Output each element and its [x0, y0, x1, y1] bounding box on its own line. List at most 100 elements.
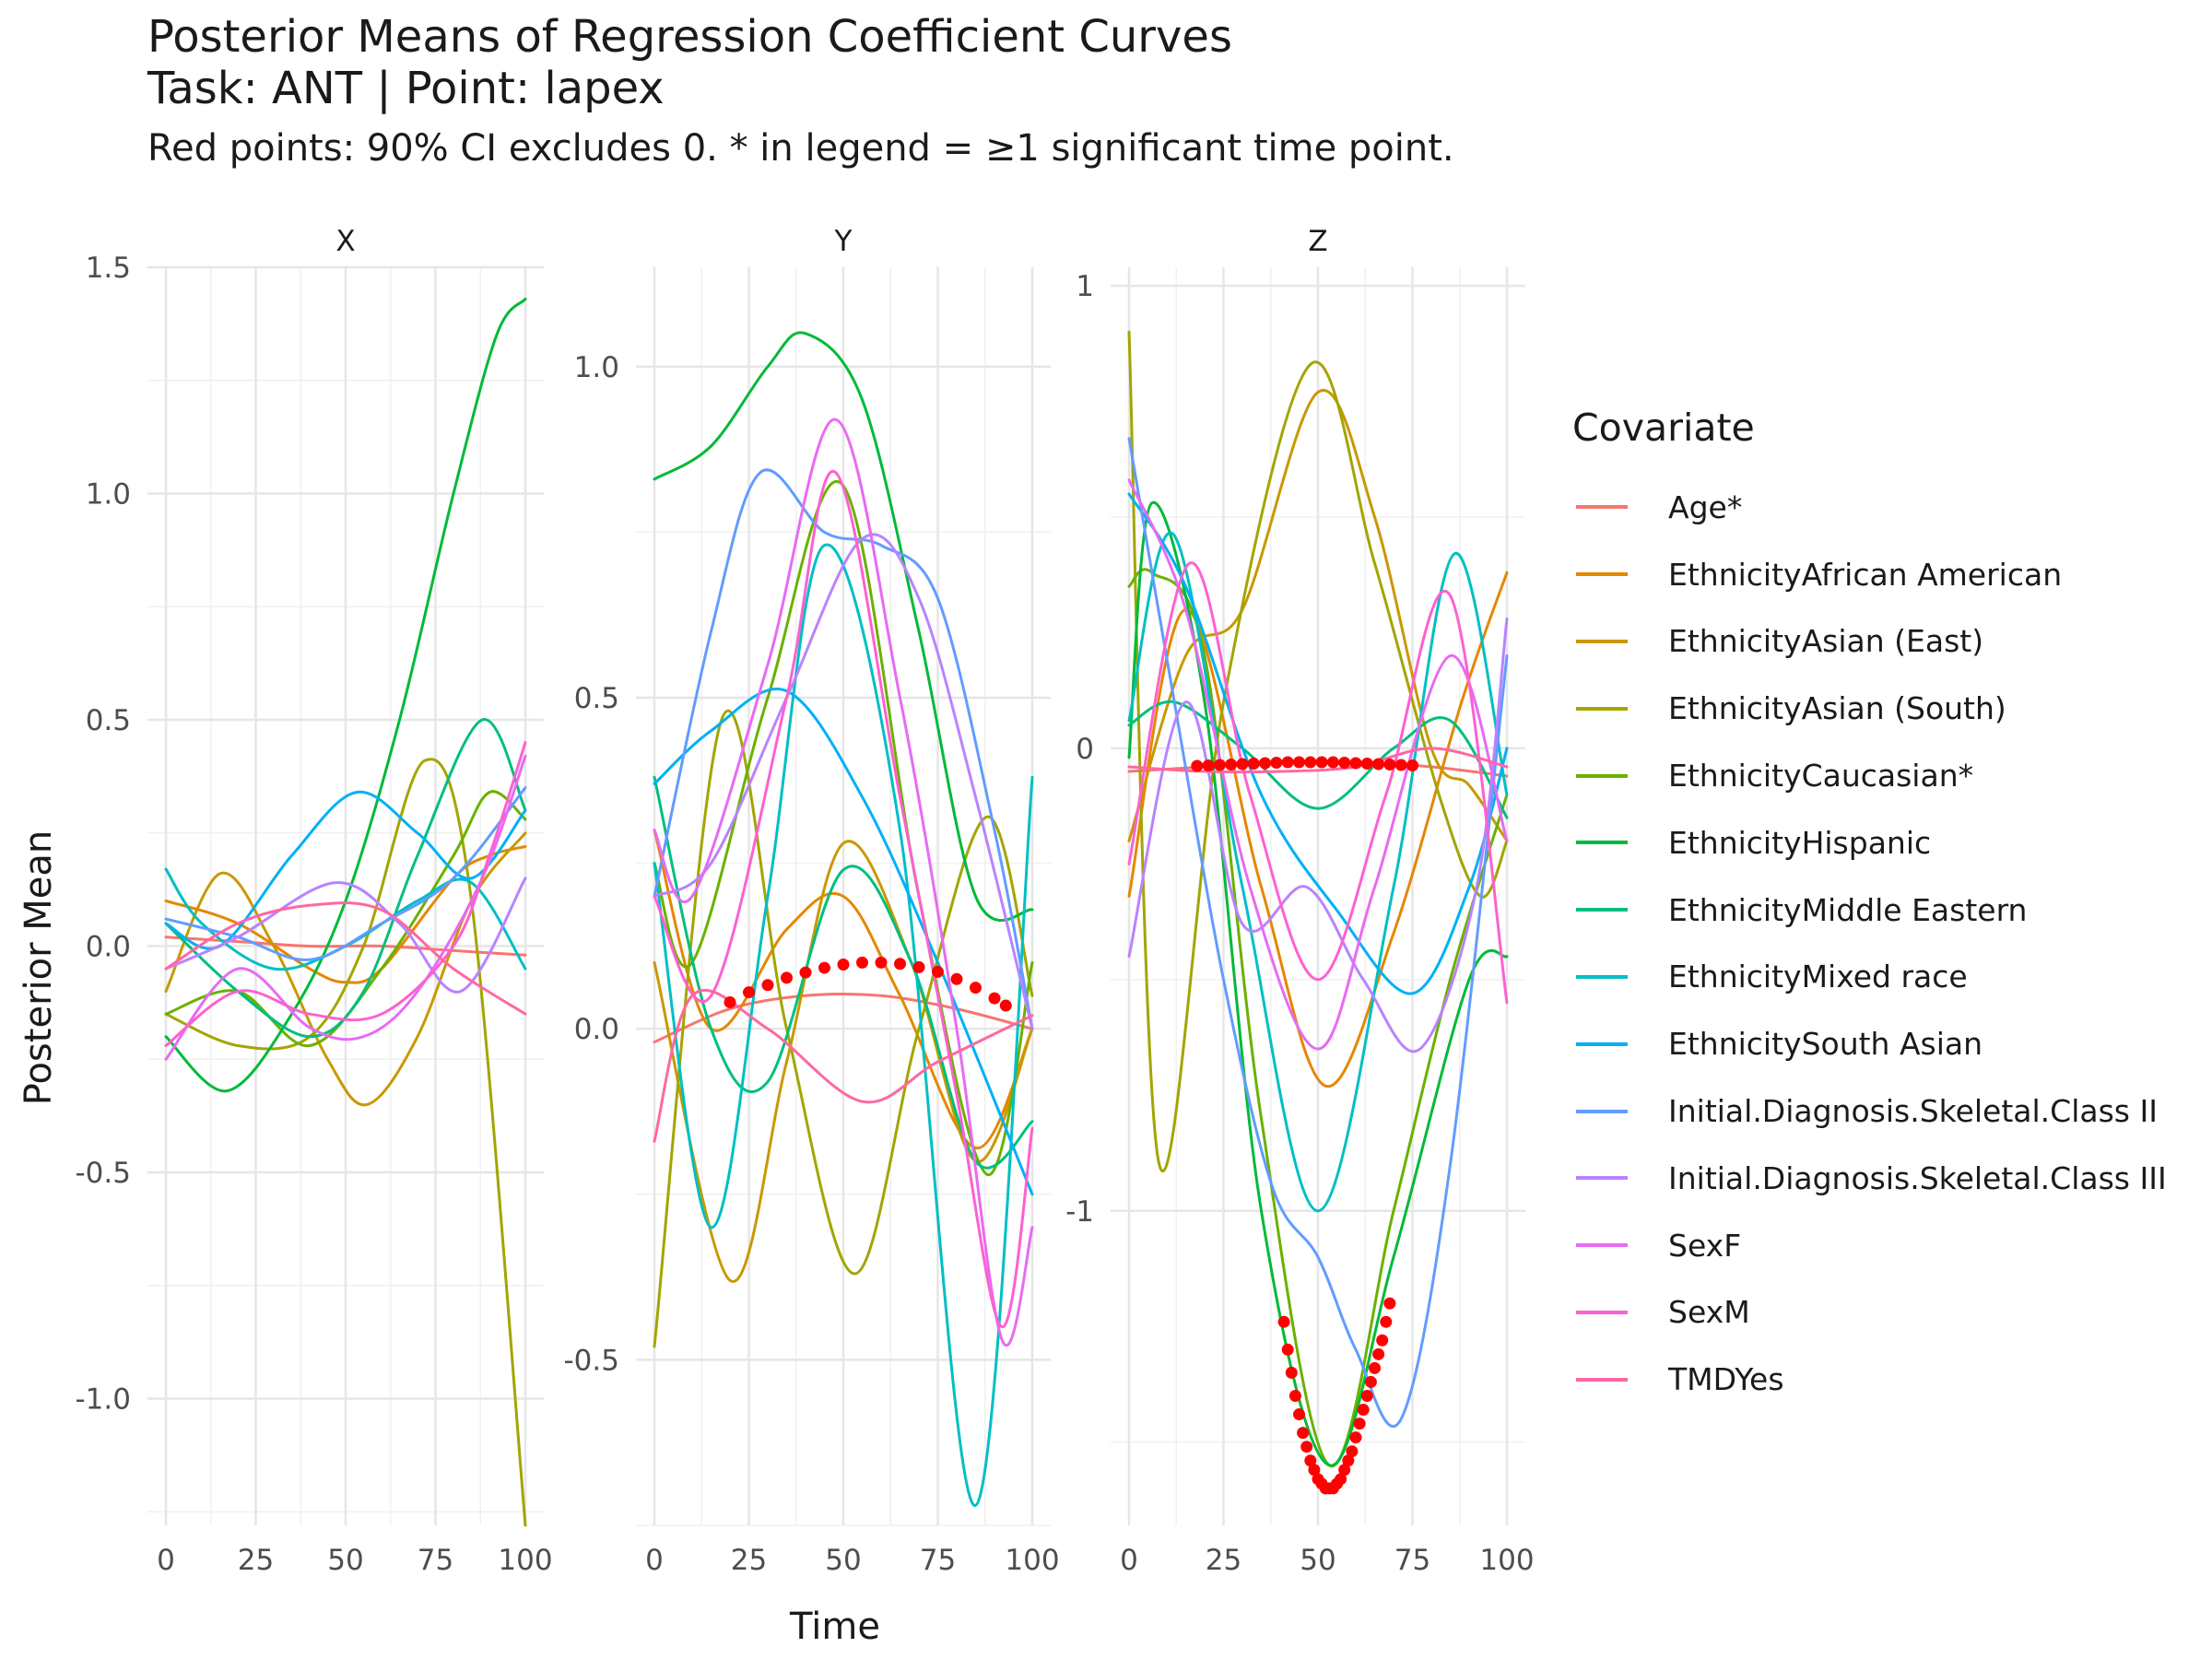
legend-item: EthnicityMixed race — [1572, 944, 2167, 1011]
x-axis-title: Time — [789, 1606, 880, 1648]
series-line — [653, 418, 1034, 1347]
series-line — [1127, 531, 1509, 1213]
series-line — [653, 988, 1034, 1143]
chart-subtitle: Red points: 90% CI excludes 0. * in lege… — [147, 127, 1454, 170]
chart-title: Posterior Means of Regression Coefficien… — [147, 11, 1232, 63]
significant-point — [1357, 1404, 1370, 1417]
y-tick-label: -1.0 — [76, 1383, 132, 1417]
significant-point — [1326, 756, 1339, 769]
x-tick-label: 75 — [1394, 1544, 1430, 1577]
x-tick-label: 100 — [1005, 1544, 1059, 1577]
significant-point — [1288, 1389, 1301, 1402]
legend-item: EthnicityHispanic — [1572, 809, 2167, 877]
series-line — [653, 331, 1034, 922]
y-tick-label: 0.0 — [86, 931, 131, 964]
legend-item: Initial.Diagnosis.Skeletal.Class II — [1572, 1077, 2167, 1145]
legend-key-line — [1576, 1310, 1628, 1314]
significant-point — [894, 958, 906, 971]
significant-point — [1394, 759, 1407, 771]
significant-point — [761, 979, 774, 992]
x-tick-label: 0 — [157, 1544, 175, 1577]
significant-point — [1360, 1389, 1373, 1402]
legend-label: EthnicityHispanic — [1668, 824, 1932, 861]
series-line — [653, 993, 1034, 1044]
series-line — [1127, 388, 1509, 842]
series-line — [164, 741, 527, 1047]
legend-items: Age* EthnicityAfrican American EthnicityAs… — [1572, 474, 2167, 1413]
significant-point — [1304, 756, 1317, 769]
legend-title: Covariate — [1572, 406, 1755, 450]
significant-point — [1376, 1334, 1389, 1347]
significant-point — [1349, 1431, 1362, 1444]
y-tick-label: 1 — [1076, 270, 1094, 303]
legend-label: Age* — [1668, 488, 1743, 525]
panel-z: Z 0 25 50 75 100 1 0 -1 — [1065, 225, 1535, 1577]
x-tick-label: 0 — [645, 1544, 664, 1577]
y-tick-label: 0 — [1076, 733, 1094, 766]
significant-point — [1191, 759, 1204, 772]
significant-point — [1335, 1473, 1347, 1486]
significant-point — [1342, 1454, 1355, 1467]
significant-point — [799, 966, 812, 979]
legend-key-line — [1576, 908, 1628, 912]
x-tick-label: 50 — [327, 1544, 363, 1577]
significant-point — [856, 956, 868, 969]
series-line — [1127, 492, 1509, 995]
y-tick-label: -0.5 — [564, 1344, 620, 1377]
significant-point — [1236, 758, 1249, 771]
legend-label: EthnicityCaucasian* — [1668, 758, 1974, 794]
panel-strip-label: X — [335, 225, 355, 258]
series-line — [164, 877, 527, 994]
legend-label: EthnicityMiddle Eastern — [1668, 891, 2028, 928]
title-block: Posterior Means of Regression Coefficien… — [147, 11, 1454, 170]
y-tick-label: 0.5 — [86, 704, 131, 737]
panel-strip-label: Y — [834, 225, 853, 258]
x-tick-label: 100 — [1479, 1544, 1534, 1577]
series-line — [653, 468, 1034, 1030]
panel-x: X 0 25 50 75 100 1.5 1.0 0.5 0.0 -0.5 -1.0 — [76, 225, 553, 1577]
x-tick-label: 75 — [920, 1544, 956, 1577]
x-tick-label: 50 — [825, 1544, 861, 1577]
significant-point — [875, 956, 888, 969]
significant-point — [1293, 756, 1305, 769]
series-line — [1127, 437, 1509, 1429]
panel-y: Y 0 25 50 75 100 1.0 0.5 0.0 -0.5 — [564, 225, 1060, 1577]
significant-points — [724, 956, 1012, 1012]
series-line — [1127, 617, 1509, 1053]
y-tick-label: 1.5 — [86, 252, 131, 285]
legend-label: EthnicityMixed race — [1668, 959, 1968, 995]
legend-item: EthnicitySouth Asian — [1572, 1010, 2167, 1077]
significant-point — [818, 961, 830, 974]
y-tick-label: 0.5 — [574, 682, 619, 715]
legend-key-line — [1576, 1041, 1628, 1046]
significant-point — [950, 972, 963, 985]
legend-item: Age* — [1572, 474, 2167, 541]
significant-point — [1338, 1464, 1351, 1477]
legend-key-line — [1576, 1176, 1628, 1181]
series-lines — [653, 331, 1034, 1507]
significant-point — [1349, 757, 1362, 770]
significant-point — [1213, 759, 1226, 771]
significant-point — [1353, 1418, 1366, 1430]
legend-item: EthnicityCaucasian* — [1572, 742, 2167, 809]
significant-point — [1315, 756, 1328, 769]
legend-label: EthnicitySouth Asian — [1668, 1026, 1983, 1063]
significant-point — [1360, 757, 1373, 770]
x-tick-label: 100 — [498, 1544, 552, 1577]
legend-label: SexF — [1668, 1227, 1742, 1264]
series-line — [1127, 561, 1509, 1005]
legend-label: Initial.Diagnosis.Skeletal.Class III — [1668, 1159, 2167, 1196]
significant-point — [912, 960, 925, 973]
significant-point — [1304, 1454, 1317, 1467]
significant-point — [1277, 1315, 1290, 1328]
significant-point — [1372, 1347, 1385, 1360]
legend-label: TMDYes — [1668, 1361, 1784, 1398]
legend-item: SexM — [1572, 1279, 2167, 1347]
legend-key-line — [1576, 773, 1628, 778]
significant-point — [1308, 1464, 1321, 1477]
significant-point — [1293, 1408, 1305, 1421]
legend-item: EthnicityAfrican American — [1572, 541, 2167, 608]
legend-key-line — [1576, 639, 1628, 643]
